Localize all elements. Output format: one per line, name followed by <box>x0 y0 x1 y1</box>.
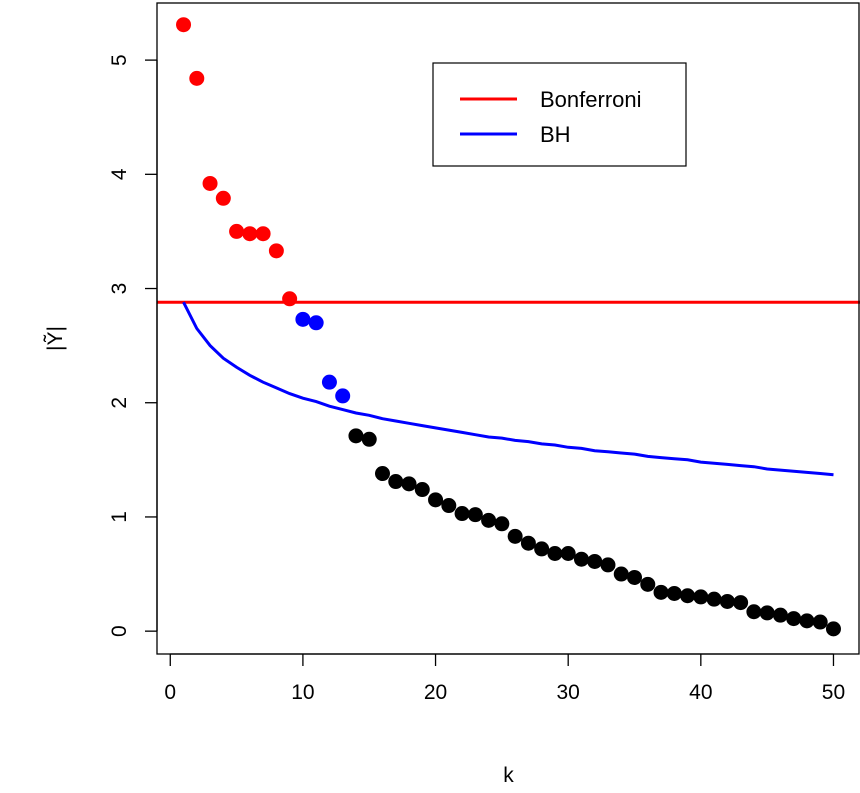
point-neither <box>627 569 643 585</box>
point-neither <box>401 476 417 492</box>
point-neither <box>600 557 616 573</box>
point-neither <box>666 585 682 601</box>
point-neither <box>467 507 483 523</box>
x-tick-label: 50 <box>822 681 845 704</box>
point-neither <box>560 545 576 561</box>
point-bonferroni <box>189 70 205 86</box>
point-neither <box>693 589 709 605</box>
point-neither <box>587 553 603 569</box>
point-neither <box>680 588 696 604</box>
legend-box <box>432 62 687 167</box>
y-axis-label: |Ỹ| <box>43 326 67 351</box>
point-neither <box>613 566 629 582</box>
point-bonferroni <box>282 291 298 307</box>
point-neither <box>825 621 841 637</box>
point-bonferroni <box>215 190 231 206</box>
point-neither <box>374 466 390 482</box>
axes-layer: 0 10 20 30 40 50 0 1 2 3 4 5 <box>108 54 845 704</box>
x-tick-label: 40 <box>689 681 712 704</box>
point-neither <box>733 595 749 611</box>
point-neither <box>428 492 444 508</box>
point-neither <box>812 614 828 630</box>
legend-label-bonferroni: Bonferroni <box>540 87 642 112</box>
point-neither <box>494 516 510 532</box>
x-tick-label: 10 <box>291 681 314 704</box>
point-neither <box>414 482 430 498</box>
point-neither <box>388 474 404 490</box>
y-tick-label: 2 <box>108 397 131 409</box>
series-line-bh <box>182 301 834 477</box>
point-bonferroni <box>268 243 284 259</box>
point-neither <box>759 605 775 621</box>
y-tick-label: 3 <box>108 283 131 295</box>
point-neither <box>746 604 762 620</box>
points-layer <box>176 17 841 637</box>
point-neither <box>507 528 523 544</box>
point-neither <box>454 506 470 522</box>
point-neither <box>520 535 536 551</box>
x-axis-label: k <box>503 764 514 787</box>
plot-frame <box>156 2 860 655</box>
lines-layer <box>157 300 860 477</box>
x-tick-label: 0 <box>164 681 176 704</box>
point-neither <box>361 431 377 447</box>
point-bh <box>321 374 337 390</box>
point-neither <box>799 613 815 629</box>
x-tick-label: 20 <box>424 681 447 704</box>
point-neither <box>547 545 563 561</box>
legend-label-bh: BH <box>540 122 571 147</box>
y-tick-label: 1 <box>108 511 131 523</box>
point-neither <box>481 512 497 528</box>
point-bonferroni <box>255 226 271 242</box>
point-neither <box>653 584 669 600</box>
point-neither <box>786 611 802 627</box>
point-neither <box>772 607 788 623</box>
point-bonferroni <box>202 175 218 191</box>
legend: Bonferroni BH <box>432 62 687 167</box>
point-neither <box>706 591 722 607</box>
y-tick-label: 0 <box>108 625 131 637</box>
point-neither <box>534 541 550 557</box>
point-neither <box>348 428 364 444</box>
x-tick-label: 30 <box>557 681 580 704</box>
point-neither <box>719 593 735 609</box>
point-bonferroni <box>229 223 245 239</box>
point-neither <box>573 551 589 567</box>
point-bh <box>308 315 324 331</box>
point-bh <box>335 388 351 404</box>
point-bonferroni <box>176 17 192 33</box>
y-tick-label: 4 <box>108 168 131 180</box>
point-neither <box>640 576 656 592</box>
y-tick-label: 5 <box>108 54 131 66</box>
point-bh <box>295 311 311 327</box>
point-bonferroni <box>242 226 258 242</box>
point-neither <box>441 498 457 514</box>
